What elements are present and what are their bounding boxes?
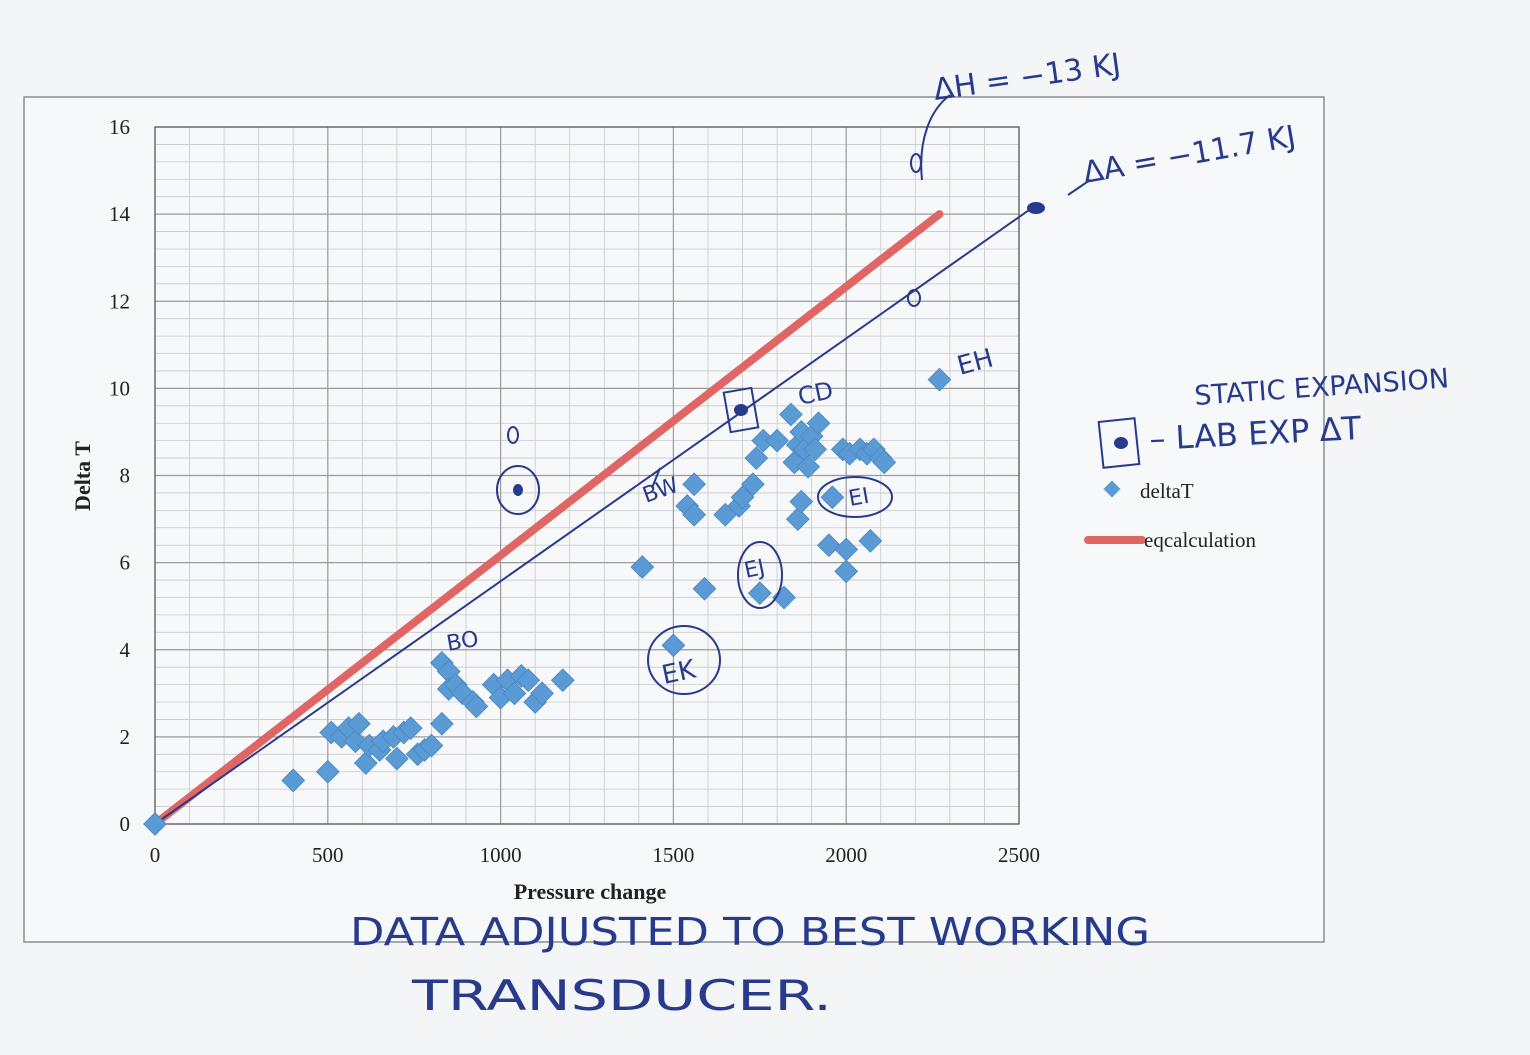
legend-label-eqcalculation: eqcalculation <box>1144 528 1256 552</box>
annotation-curve-dh <box>920 94 951 181</box>
label-EI: EI <box>847 484 871 512</box>
deltaT-point <box>820 485 845 510</box>
note-transducer: TRANSDUCER. <box>411 971 832 1020</box>
label-EJ: EJ <box>742 555 767 584</box>
deltaT-point <box>385 746 409 771</box>
series-lines <box>151 208 1030 828</box>
deltaT-point <box>834 559 859 584</box>
y-tick-label: 2 <box>120 725 131 749</box>
circle-zero-marker <box>507 426 519 444</box>
note-data-adjusted: DATA ADJUSTED TO BEST WORKING <box>350 910 1150 954</box>
y-tick-label: 10 <box>109 376 130 400</box>
deltaT-point <box>747 581 772 605</box>
y-tick-labels: 0 2 4 6 8 10 12 14 16 <box>109 115 131 836</box>
y-tick-label: 16 <box>109 115 130 139</box>
y-axis-label: Delta T <box>70 441 95 511</box>
deltaT-point <box>741 472 765 497</box>
hand-drawn-fit-line <box>154 208 1030 825</box>
x-tick-label: 1500 <box>652 843 694 867</box>
deltaT-point <box>530 681 554 706</box>
label-BO: BO <box>445 627 481 657</box>
deltaT-point <box>803 437 827 462</box>
outlier-dot <box>513 484 523 496</box>
deltaT-point <box>143 812 167 836</box>
deltaT-point <box>429 711 454 736</box>
deltaT-point <box>682 472 707 497</box>
circle-EJ <box>737 541 783 609</box>
x-axis-label: Pressure change <box>514 879 667 904</box>
deltaT-point <box>550 668 575 693</box>
annotation-arrow-da <box>1067 179 1091 196</box>
deltaT-point <box>419 733 444 758</box>
circle-outlier <box>496 465 540 515</box>
lab-exp-box <box>722 386 760 434</box>
circle-marker-dh <box>910 153 922 173</box>
x-tick-labels: 0 500 1000 1500 2000 2500 <box>150 843 1040 867</box>
deltaT-point <box>692 576 717 601</box>
deltaT-point <box>682 502 707 527</box>
point-marker-da <box>1027 202 1045 214</box>
deltaT-point <box>751 428 776 453</box>
deltaT-point <box>785 507 810 531</box>
deltaT-point <box>398 716 423 741</box>
circle-EI <box>817 476 893 518</box>
point-marker-12 <box>907 289 921 307</box>
x-tick-label: 2500 <box>998 843 1040 867</box>
deltaT-point <box>730 485 755 510</box>
scatter-points <box>143 367 952 836</box>
x-tick-label: 2000 <box>825 843 867 867</box>
handwritten-marks <box>496 94 1141 695</box>
deltaT-point <box>464 694 489 719</box>
plot-area-border <box>154 126 1020 825</box>
deltaT-point <box>817 533 841 558</box>
deltaT-point <box>516 668 541 693</box>
deltaT-point <box>858 528 883 553</box>
deltaT-point <box>744 446 769 470</box>
deltaT-point <box>834 537 859 562</box>
deltaT-point <box>789 489 814 514</box>
deltaT-point <box>630 555 655 579</box>
deltaT-point <box>872 450 897 475</box>
deltaT-point <box>347 711 371 736</box>
x-tick-label: 1000 <box>480 843 522 867</box>
eqcalculation-line <box>151 210 944 828</box>
deltaT-point <box>779 402 803 427</box>
deltaT-point <box>765 428 789 453</box>
legend-lab-dot <box>1114 437 1128 449</box>
deltaT-point <box>661 633 686 658</box>
y-tick-label: 14 <box>109 202 131 226</box>
label-EK: EK <box>659 654 699 691</box>
y-tick-label: 4 <box>120 638 131 662</box>
legend-lab-box <box>1097 417 1141 469</box>
lab-exp-dot <box>734 404 748 416</box>
y-tick-label: 12 <box>109 289 130 313</box>
x-tick-label: 500 <box>312 843 344 867</box>
deltaT-point <box>502 681 527 706</box>
deltaT-point <box>927 367 952 392</box>
deltaT-point <box>315 759 340 784</box>
y-tick-label: 8 <box>120 464 131 488</box>
legend-label-deltaT: deltaT <box>1140 479 1194 503</box>
circle-EK <box>647 625 721 695</box>
bw-arrow <box>651 467 661 489</box>
legend: deltaT eqcalculation <box>1084 479 1256 552</box>
y-tick-label: 0 <box>120 812 131 836</box>
x-tick-label: 0 <box>150 843 161 867</box>
deltaT-point <box>353 751 378 775</box>
deltaT-point <box>796 454 821 479</box>
y-tick-label: 6 <box>120 551 131 575</box>
deltaT-point <box>281 768 306 793</box>
deltaT-point <box>806 411 831 436</box>
